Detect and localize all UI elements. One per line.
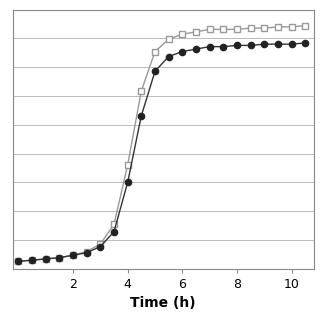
X-axis label: Time (h): Time (h)	[130, 296, 196, 310]
